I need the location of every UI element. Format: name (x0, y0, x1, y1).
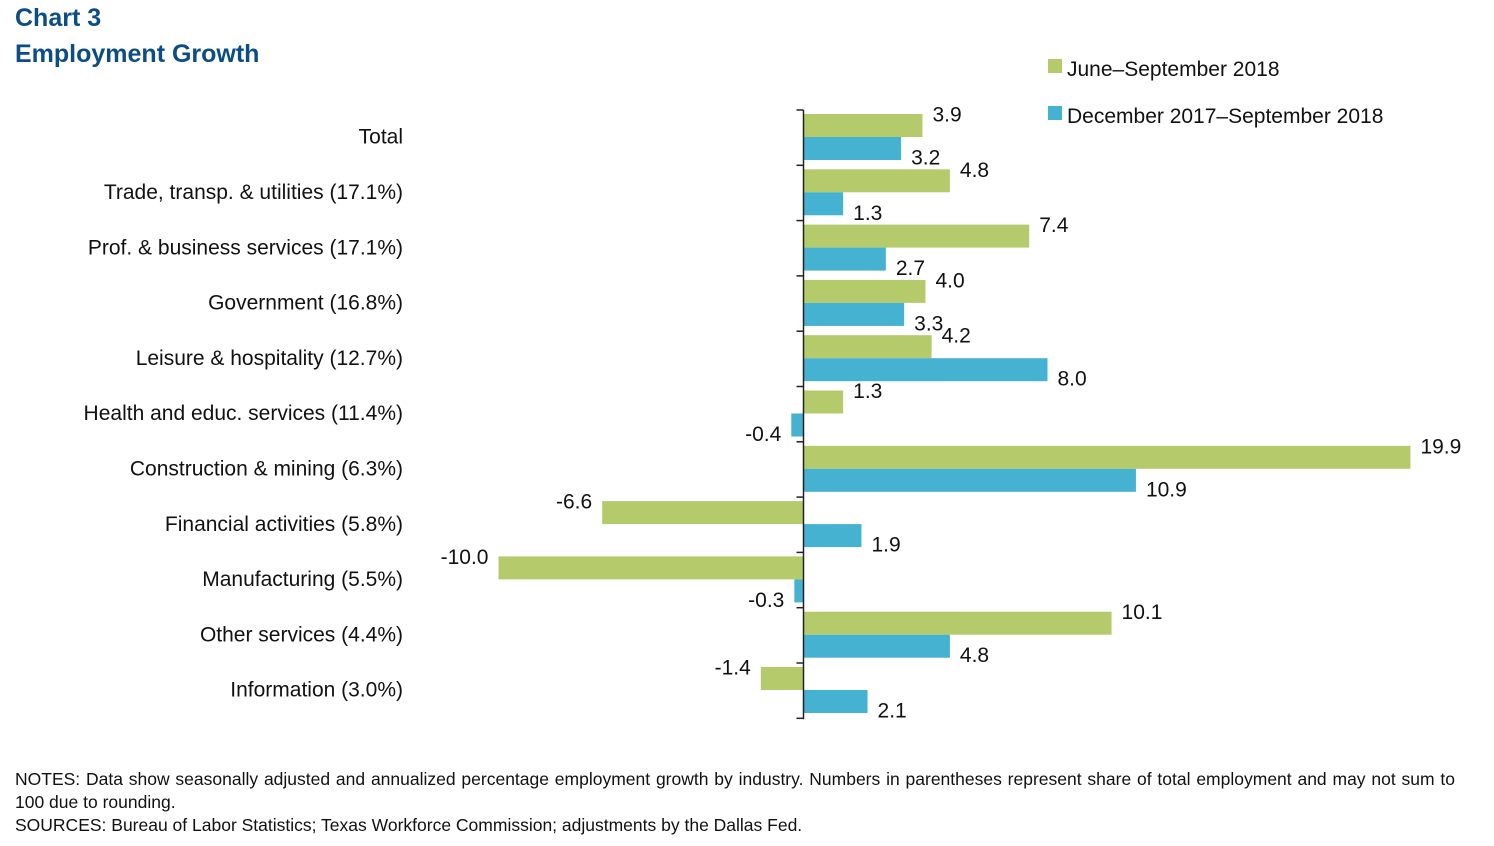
data-label: 3.9 (932, 104, 961, 127)
bar-jun-sep-2018-1 (803, 169, 950, 193)
data-label: 3.2 (911, 147, 940, 170)
data-label: 10.1 (1122, 601, 1163, 624)
bar-jun-sep-2018-9 (803, 611, 1112, 635)
data-label: 4.8 (960, 644, 989, 667)
data-label: 1.9 (871, 534, 900, 557)
bar-dec2017-sep2018-10 (803, 690, 868, 713)
data-label: 1.3 (853, 380, 882, 403)
category-label: Other services (4.4%) (200, 623, 403, 646)
data-label: 1.3 (853, 202, 882, 225)
bar-jun-sep-2018-4 (803, 335, 932, 359)
data-label: 2.1 (878, 700, 907, 723)
data-label: 4.0 (936, 269, 965, 292)
bar-dec2017-sep2018-7 (803, 524, 862, 548)
bar-jun-sep-2018-5 (803, 390, 844, 414)
data-label: 8.0 (1058, 368, 1087, 391)
bar-dec2017-sep2018-3 (803, 302, 905, 326)
chart-label: Chart 3 (15, 4, 102, 32)
legend-label-0: June–September 2018 (1067, 58, 1280, 81)
bar-jun-sep-2018-8 (498, 556, 804, 580)
data-label: 7.4 (1039, 214, 1069, 237)
bar-dec2017-sep2018-1 (803, 192, 844, 216)
data-label: 2.7 (896, 257, 925, 280)
bar-dec2017-sep2018-8 (794, 579, 804, 603)
data-label: -1.4 (715, 657, 752, 680)
bar-jun-sep-2018-0 (803, 114, 923, 137)
bar-jun-sep-2018-2 (803, 224, 1030, 248)
category-label: Government (16.8%) (208, 292, 403, 315)
category-label: Construction & mining (6.3%) (130, 457, 403, 480)
legend-swatch-1 (1048, 106, 1062, 120)
category-label: Trade, transp. & utilities (17.1%) (104, 181, 403, 204)
category-label: Total (359, 126, 403, 149)
bar-jun-sep-2018-3 (803, 279, 926, 303)
chart-title: Employment Growth (15, 40, 260, 68)
category-label: Health and educ. services (11.4%) (84, 402, 403, 425)
bar-jun-sep-2018-6 (803, 445, 1411, 469)
data-label: 4.8 (960, 159, 989, 182)
data-label: -0.4 (745, 423, 782, 446)
data-label: -0.3 (748, 589, 784, 612)
category-label: Leisure & hospitality (12.7%) (136, 347, 403, 370)
data-label: 10.9 (1146, 478, 1187, 501)
legend-swatch-0 (1048, 59, 1062, 73)
bar-dec2017-sep2018-5 (791, 413, 804, 437)
bar-dec2017-sep2018-6 (803, 468, 1136, 492)
bar-jun-sep-2018-7 (602, 501, 804, 525)
notes-text: NOTES: Data show seasonally adjusted and… (15, 769, 1455, 812)
notes: NOTES: Data show seasonally adjusted and… (15, 768, 1455, 837)
sources-text: SOURCES: Bureau of Labor Statistics; Tex… (15, 815, 803, 835)
legend-label-1: December 2017–September 2018 (1067, 105, 1383, 128)
bar-dec2017-sep2018-0 (803, 137, 902, 160)
category-label: Information (3.0%) (230, 679, 403, 702)
data-label: 19.9 (1420, 435, 1461, 458)
category-label: Prof. & business services (17.1%) (88, 236, 403, 259)
bar-dec2017-sep2018-2 (803, 247, 886, 271)
category-label: Financial activities (5.8%) (165, 513, 403, 536)
data-label: -10.0 (441, 546, 489, 569)
data-label: 4.2 (942, 325, 971, 348)
category-label: Manufacturing (5.5%) (202, 568, 403, 591)
bar-dec2017-sep2018-4 (803, 358, 1048, 382)
data-label: -6.6 (556, 491, 592, 514)
data-label: 3.3 (914, 312, 943, 335)
bar-jun-sep-2018-10 (760, 667, 804, 690)
bar-chart: 3.9 4.8 7.4 4.0 4.2 1.3 19.9 -6.6 -10.0 10.1 -1.4 3… (84, 58, 1462, 723)
bar-dec2017-sep2018-9 (803, 634, 950, 658)
